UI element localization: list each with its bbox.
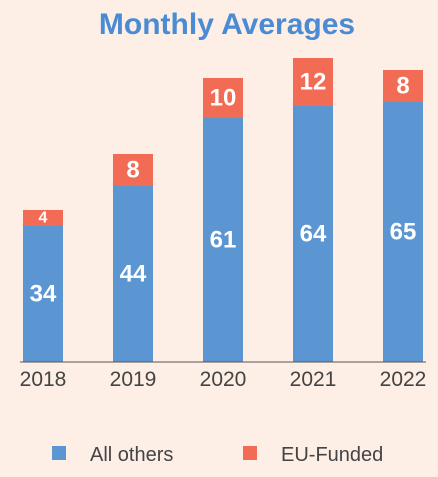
- data-label-eu-funded-2020: 10: [210, 85, 237, 112]
- data-label-all-others-2022: 65: [390, 219, 417, 246]
- legend-swatch-eu-funded: [243, 446, 257, 460]
- legend-label-eu-funded: EU-Funded: [281, 444, 383, 466]
- data-label-eu-funded-2019: 8: [126, 157, 139, 184]
- x-tick-label-2020: 2020: [200, 368, 247, 391]
- data-label-eu-funded-2018: 4: [39, 210, 48, 227]
- x-tick-label-2021: 2021: [290, 368, 337, 391]
- bar-all-others-2018: [23, 226, 63, 362]
- x-tick-label-2022: 2022: [380, 368, 427, 391]
- legend-label-all-others: All others: [90, 444, 173, 466]
- x-tick-label-2018: 2018: [20, 368, 67, 391]
- bar-eu-funded-2021: [293, 58, 333, 106]
- bar-all-others-2019: [113, 186, 153, 362]
- chart-title: Monthly Averages: [99, 8, 355, 41]
- data-label-eu-funded-2021: 12: [300, 69, 327, 96]
- bar-eu-funded-2022: [383, 70, 423, 102]
- bar-all-others-2021: [293, 106, 333, 362]
- data-label-all-others-2019: 44: [120, 261, 147, 288]
- bar-eu-funded-2018: [23, 210, 63, 226]
- bar-eu-funded-2019: [113, 154, 153, 186]
- bar-eu-funded-2020: [203, 78, 243, 118]
- bar-all-others-2020: [203, 118, 243, 362]
- legend-swatch-all-others: [52, 446, 66, 460]
- data-label-all-others-2020: 61: [210, 227, 237, 254]
- data-label-all-others-2018: 34: [30, 281, 57, 308]
- x-tick-label-2019: 2019: [110, 368, 157, 391]
- data-label-all-others-2021: 64: [300, 221, 327, 248]
- legend: All others EU-Funded: [52, 444, 383, 466]
- x-tick-labels: 2018 2019 2020 2021 2022: [20, 368, 427, 391]
- data-label-eu-funded-2022: 8: [396, 73, 409, 100]
- bar-all-others-2022: [383, 102, 423, 362]
